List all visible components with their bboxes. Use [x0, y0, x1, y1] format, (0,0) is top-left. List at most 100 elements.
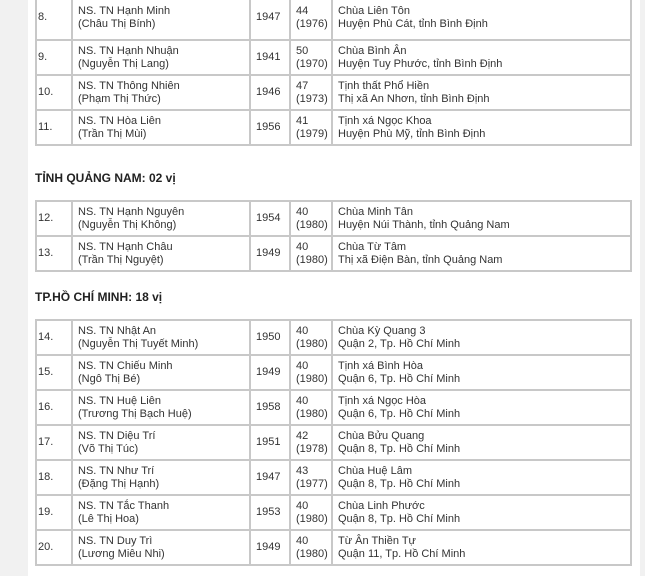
- dharma-name: NS. TN Tắc Thanh: [78, 499, 170, 512]
- dharma-name: NS. TN Như Trí: [78, 464, 155, 477]
- ordination-age: 42: [296, 429, 309, 442]
- table-row: 16. NS. TN Huệ Liên (Trương Thị Bạch Huệ) 1…: [35, 389, 632, 426]
- name-cell: NS. TN Hạnh Nhuận (Nguyễn Thị Lang): [71, 39, 251, 76]
- name-cell: NS. TN Hạnh Minh (Châu Thị Bính): [71, 0, 251, 41]
- lay-name: (Châu Thị Bính): [78, 17, 156, 30]
- temple-name: Chùa Minh Tân: [338, 205, 414, 218]
- ordination-age: 40: [296, 324, 309, 337]
- ordination-age: 40: [296, 205, 309, 218]
- ordination-age: 40: [296, 240, 309, 253]
- row-number-text: 10.: [38, 86, 54, 98]
- birth-year-cell: 1947: [249, 0, 291, 41]
- temple-name: Tịnh xá Ngọc Hòa: [338, 394, 427, 407]
- name-cell: NS. TN Diệu Trí (Võ Thị Túc): [71, 424, 251, 461]
- ordination-year: (1970): [296, 57, 328, 70]
- temple-cell: Tịnh thất Phổ Hiền Thị xã An Nhơn, tỉnh B…: [331, 74, 632, 111]
- ordination-age: 43: [296, 464, 309, 477]
- table-row: 8. NS. TN Hạnh Minh (Châu Thị Bính) 1947 44(…: [35, 0, 632, 41]
- nun-table-quang-nam: 12. NS. TN Hạnh Nguyên (Nguyễn Thị Không) 1…: [35, 200, 632, 272]
- row-number-text: 16.: [38, 401, 54, 413]
- ordination-age: 41: [296, 114, 309, 127]
- birth-year: 1954: [256, 212, 281, 224]
- temple-location: Quận 6, Tp. Hồ Chí Minh: [338, 407, 461, 420]
- name-cell: NS. TN Duy Trì (Lương Miêu Nhi): [71, 529, 251, 566]
- row-number-text: 8.: [38, 11, 48, 23]
- birth-year: 1949: [256, 247, 281, 259]
- ordination-cell: 47 (1973): [289, 74, 333, 111]
- birth-year: 1949: [256, 541, 281, 553]
- ordination-cell: 40 (1980): [289, 389, 333, 426]
- lay-name: (Ngô Thị Bé): [78, 372, 141, 385]
- ordination-age: 50: [296, 44, 309, 57]
- ordination-age: 40: [296, 499, 309, 512]
- name-cell: NS. TN Tắc Thanh (Lê Thị Hoa): [71, 494, 251, 531]
- name-cell: NS. TN Hạnh Châu (Trần Thị Nguyệt): [71, 235, 251, 272]
- row-number-text: 20.: [38, 541, 54, 553]
- row-number-text: 15.: [38, 366, 54, 378]
- name-cell: NS. TN Chiếu Minh (Ngô Thị Bé): [71, 354, 251, 391]
- section-heading-quang-nam: TỈNH QUẢNG NAM: 02 vị: [35, 171, 176, 185]
- birth-year: 1947: [256, 471, 281, 483]
- temple-name: Tịnh xá Ngọc Khoa: [338, 114, 432, 127]
- lay-name: (Trần Thị Nguyệt): [78, 253, 164, 266]
- ordination-cell: 40 (1980): [289, 529, 333, 566]
- row-number: 13.: [35, 235, 73, 272]
- row-number: 12.: [35, 200, 73, 237]
- lay-name: (Lương Miêu Nhi): [78, 547, 165, 560]
- birth-year-cell: 1956: [249, 109, 291, 146]
- birth-year-cell: 1946: [249, 74, 291, 111]
- row-number-text: 14.: [38, 331, 54, 343]
- name-cell: NS. TN Huệ Liên (Trương Thị Bạch Huệ): [71, 389, 251, 426]
- birth-year: 1956: [256, 121, 281, 133]
- temple-cell: Tịnh xá Ngọc Hòa Quận 6, Tp. Hồ Chí Minh: [331, 389, 632, 426]
- birth-year: 1950: [256, 331, 281, 343]
- birth-year-cell: 1941: [249, 39, 291, 76]
- row-number: 17.: [35, 424, 73, 461]
- temple-location: Quận 8, Tp. Hồ Chí Minh: [338, 512, 461, 525]
- name-cell: NS. TN Hạnh Nguyên (Nguyễn Thị Không): [71, 200, 251, 237]
- temple-location: Quận 8, Tp. Hồ Chí Minh: [338, 442, 461, 455]
- birth-year-cell: 1949: [249, 529, 291, 566]
- ordination-cell: 40 (1980): [289, 200, 333, 237]
- temple-location: Huyện Tuy Phước, tỉnh Bình Định: [338, 57, 503, 70]
- lay-name: (Đặng Thị Hạnh): [78, 477, 160, 490]
- name-cell: NS. TN Thông Nhiên (Phạm Thị Thức): [71, 74, 251, 111]
- birth-year: 1947: [256, 11, 281, 23]
- table-row: 15. NS. TN Chiếu Minh (Ngô Thị Bé) 1949 40 (1…: [35, 354, 632, 391]
- row-number: 18.: [35, 459, 73, 496]
- temple-name: Tịnh thất Phổ Hiền: [338, 79, 430, 92]
- birth-year-cell: 1951: [249, 424, 291, 461]
- ordination-year: (1980): [296, 253, 328, 266]
- row-number-text: 18.: [38, 471, 54, 483]
- temple-cell: Chùa Linh Phước Quận 8, Tp. Hồ Chí Minh: [331, 494, 632, 531]
- table-row: 20. NS. TN Duy Trì (Lương Miêu Nhi) 1949 40(…: [35, 529, 632, 566]
- name-cell: NS. TN Nhật An (Nguyễn Thị Tuyết Minh): [71, 319, 251, 356]
- dharma-name: NS. TN Diệu Trí: [78, 429, 156, 442]
- table-row: 13. NS. TN Hạnh Châu (Trần Thị Nguyệt) 1949…: [35, 235, 632, 272]
- row-number: 9.: [35, 39, 73, 76]
- dharma-name: NS. TN Hòa Liên: [78, 114, 161, 127]
- temple-location: Thị xã Điện Bàn, tỉnh Quảng Nam: [338, 253, 503, 266]
- ordination-cell: 42 (1978): [289, 424, 333, 461]
- lay-name: (Phạm Thị Thức): [78, 92, 161, 105]
- ordination-year: (1980): [296, 512, 328, 525]
- temple-name: Tịnh xá Bình Hòa: [338, 359, 423, 372]
- table-row: 17. NS. TN Diệu Trí (Võ Thị Túc) 1951 42 (197…: [35, 424, 632, 461]
- temple-cell: Chùa Huệ Lâm Quận 8, Tp. Hồ Chí Minh: [331, 459, 632, 496]
- ordination-year: (1980): [296, 547, 328, 560]
- temple-location: Huyện Phù Mỹ, tỉnh Bình Định: [338, 127, 486, 140]
- temple-location: Quận 6, Tp. Hồ Chí Minh: [338, 372, 461, 385]
- ordination-year: (1977): [296, 477, 328, 490]
- ordination-cell: 40 (1980): [289, 235, 333, 272]
- ordination-year: (1980): [296, 372, 328, 385]
- row-number: 11.: [35, 109, 73, 146]
- lay-name: (Võ Thị Túc): [78, 442, 139, 455]
- temple-location: Thị xã An Nhơn, tỉnh Bình Định: [338, 92, 490, 105]
- birth-year-cell: 1950: [249, 319, 291, 356]
- ordination-year: (1976): [296, 17, 328, 30]
- ordination-cell: 41 (1979): [289, 109, 333, 146]
- ordination-year: (1978): [296, 442, 328, 455]
- temple-name: Chùa Linh Phước: [338, 499, 425, 512]
- ordination-cell: 44 (1976): [289, 0, 333, 41]
- ordination-age: 40: [296, 359, 309, 372]
